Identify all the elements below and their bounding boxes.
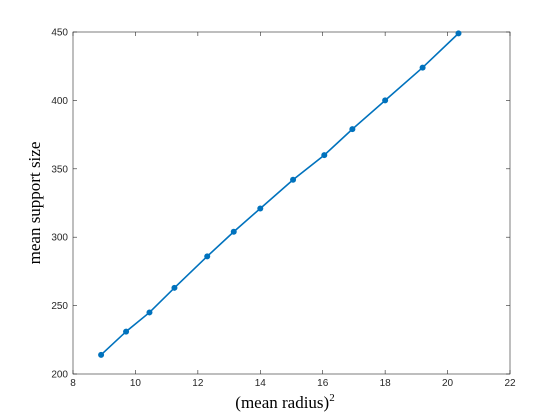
x-axis-title: (mean radius)2 (235, 392, 334, 412)
x-tick-label: 22 (504, 378, 516, 389)
data-point (257, 205, 264, 212)
x-tick-label: 18 (380, 378, 392, 389)
y-tick-label: 250 (51, 301, 68, 312)
y-tick-label: 200 (51, 370, 68, 381)
data-point (455, 30, 462, 37)
x-tick-label: 16 (317, 378, 329, 389)
plot-area (72, 31, 511, 375)
y-tick-label: 400 (51, 96, 68, 107)
x-tick-label: 12 (192, 378, 204, 389)
data-point (98, 351, 105, 358)
series-layer (98, 30, 462, 358)
data-point (123, 328, 130, 335)
x-tick-label: 14 (255, 378, 267, 389)
x-tick-label: 20 (442, 378, 454, 389)
y-tick-label: 350 (51, 164, 68, 175)
data-point (146, 309, 153, 316)
y-axis-ticks: 200 250 300 350 400 450 (51, 28, 510, 381)
data-point (171, 284, 178, 291)
y-tick-label: 300 (51, 233, 68, 244)
data-point (230, 228, 237, 235)
x-axis-ticks: 8 10 12 14 16 18 20 22 (70, 32, 516, 389)
x-axis-title-text: (mean radius) (235, 393, 329, 412)
data-point (419, 64, 426, 71)
y-tick-label: 450 (51, 28, 68, 39)
data-point (382, 97, 389, 104)
x-tick-label: 8 (70, 378, 76, 389)
data-point (290, 176, 297, 183)
x-axis-title-superscript: 2 (329, 392, 335, 404)
y-axis-title: mean support size (25, 142, 44, 265)
data-point (349, 126, 356, 133)
x-tick-label: 10 (130, 378, 142, 389)
data-point (321, 152, 328, 159)
data-point (204, 253, 211, 260)
